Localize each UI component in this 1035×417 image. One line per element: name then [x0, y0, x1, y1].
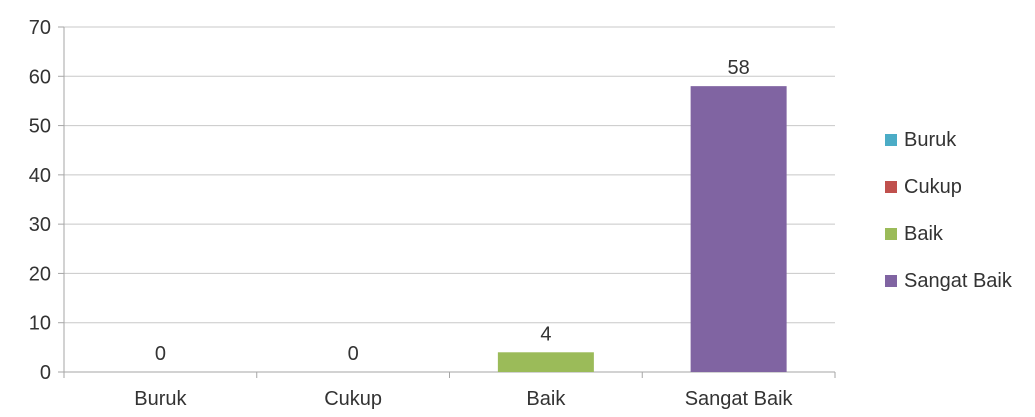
legend-swatch-buruk: [885, 134, 897, 146]
x-tick-label-sangat-baik: Sangat Baik: [685, 388, 794, 410]
data-label-sangat-baik: 58: [728, 57, 750, 79]
data-label-baik: 4: [540, 323, 551, 345]
gridlines: [64, 26, 835, 324]
data-label-cukup: 0: [348, 343, 359, 365]
legend-label-cukup: Cukup: [904, 175, 962, 198]
legend-label-baik: Baik: [904, 222, 943, 245]
legend-swatch-cukup: [885, 181, 897, 193]
legend-item-buruk: Buruk: [885, 128, 1035, 152]
bar-sangat-baik: [690, 86, 787, 373]
x-tick-label-cukup: Cukup: [324, 388, 382, 410]
legend-label-sangat-baik: Sangat Baik: [904, 269, 1012, 292]
legend-swatch-sangat-baik: [885, 275, 897, 287]
x-tick-label-buruk: Buruk: [134, 388, 187, 410]
x-tick-label-baik: Baik: [526, 388, 566, 410]
y-tick-label-60: 60: [29, 66, 51, 88]
y-tick-label-10: 10: [29, 313, 51, 335]
y-tick-label-0: 0: [40, 362, 51, 384]
bars: [497, 86, 787, 373]
y-tick-label-20: 20: [29, 263, 51, 285]
y-tick-label-70: 70: [29, 17, 51, 39]
legend-label-buruk: Buruk: [904, 128, 957, 151]
legend-item-baik: Baik: [885, 222, 1035, 246]
legend-item-cukup: Cukup: [885, 175, 1035, 199]
y-tick-label-50: 50: [29, 116, 51, 138]
legend-swatch-baik: [885, 228, 897, 240]
bar-baik: [497, 352, 594, 372]
chart-legend: Buruk Cukup Baik Sangat Baik: [885, 128, 1035, 316]
legend-item-sangat-baik: Sangat Baik: [885, 269, 1035, 293]
y-tick-label-30: 30: [29, 214, 51, 236]
data-label-buruk: 0: [155, 343, 166, 365]
y-tick-label-40: 40: [29, 165, 51, 187]
data-labels: 0 0 4 58: [155, 57, 750, 365]
